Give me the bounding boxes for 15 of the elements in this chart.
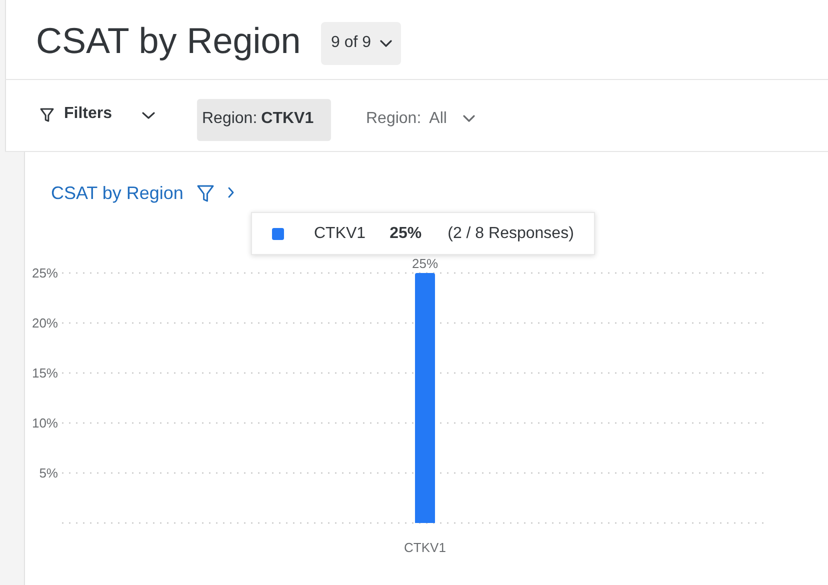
- legend-label: CTKV1: [314, 224, 366, 242]
- y-tick-label: 5%: [39, 466, 58, 481]
- chart-subtitle: CSAT by Region: [51, 183, 184, 203]
- text: Region: All: [366, 110, 447, 127]
- y-tick-label: 25%: [32, 266, 58, 281]
- text: (2 / 8 Responses): [448, 224, 574, 242]
- text: Region: CTKV1: [202, 110, 314, 127]
- y-tick-label: 20%: [32, 316, 58, 331]
- y-tick-label: 10%: [32, 416, 58, 431]
- text: 9 of 9: [331, 34, 372, 51]
- chart-title: CSAT by Region: [36, 20, 301, 61]
- text: Filters: [64, 105, 112, 122]
- text: 25%: [390, 224, 422, 242]
- data-label: 25%: [412, 256, 438, 271]
- y-tick-label: 15%: [32, 366, 58, 381]
